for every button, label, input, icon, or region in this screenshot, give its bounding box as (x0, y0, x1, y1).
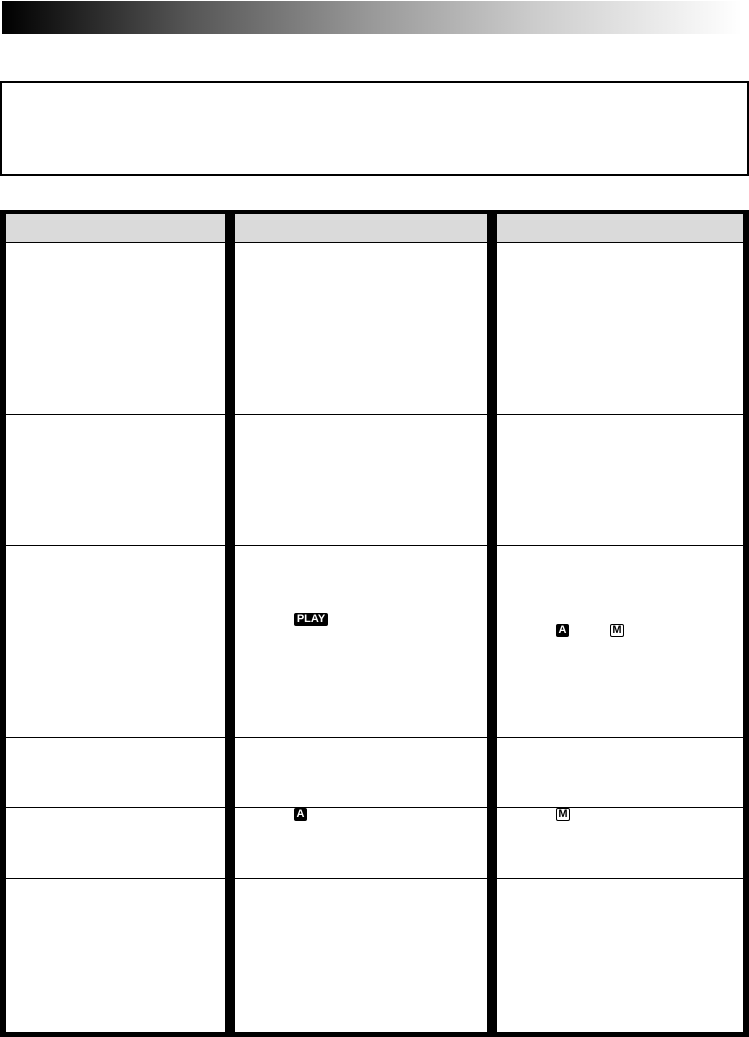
table-cell (497, 879, 743, 1032)
manual-mode-icon: M (556, 808, 570, 821)
manual-mode-icon: M (610, 624, 624, 637)
troubleshooting-table (0, 210, 749, 1037)
section-header-bar (2, 1, 742, 34)
table-cell (6, 808, 225, 878)
table-cell (497, 808, 743, 878)
table-cell (497, 415, 743, 545)
header-cell (497, 214, 743, 242)
table-cell (497, 546, 743, 737)
header-cell (235, 214, 487, 242)
table-cell (6, 879, 225, 1032)
table-cell (497, 738, 743, 807)
table-cell (235, 243, 487, 414)
table-cell (6, 243, 225, 414)
table-cell (6, 546, 225, 737)
table-cell (497, 243, 743, 414)
table-cell (235, 738, 487, 807)
auto-mode-icon: A (294, 808, 307, 821)
table-cell (6, 415, 225, 545)
header-cell (6, 214, 225, 242)
table-cell (235, 879, 487, 1032)
table-cell (235, 546, 487, 737)
play-mode-icon: PLAY (294, 613, 328, 626)
table-cell (235, 415, 487, 545)
table-cell (235, 808, 487, 878)
note-box (0, 81, 749, 176)
auto-mode-icon: A (556, 624, 569, 637)
table-cell (6, 738, 225, 807)
